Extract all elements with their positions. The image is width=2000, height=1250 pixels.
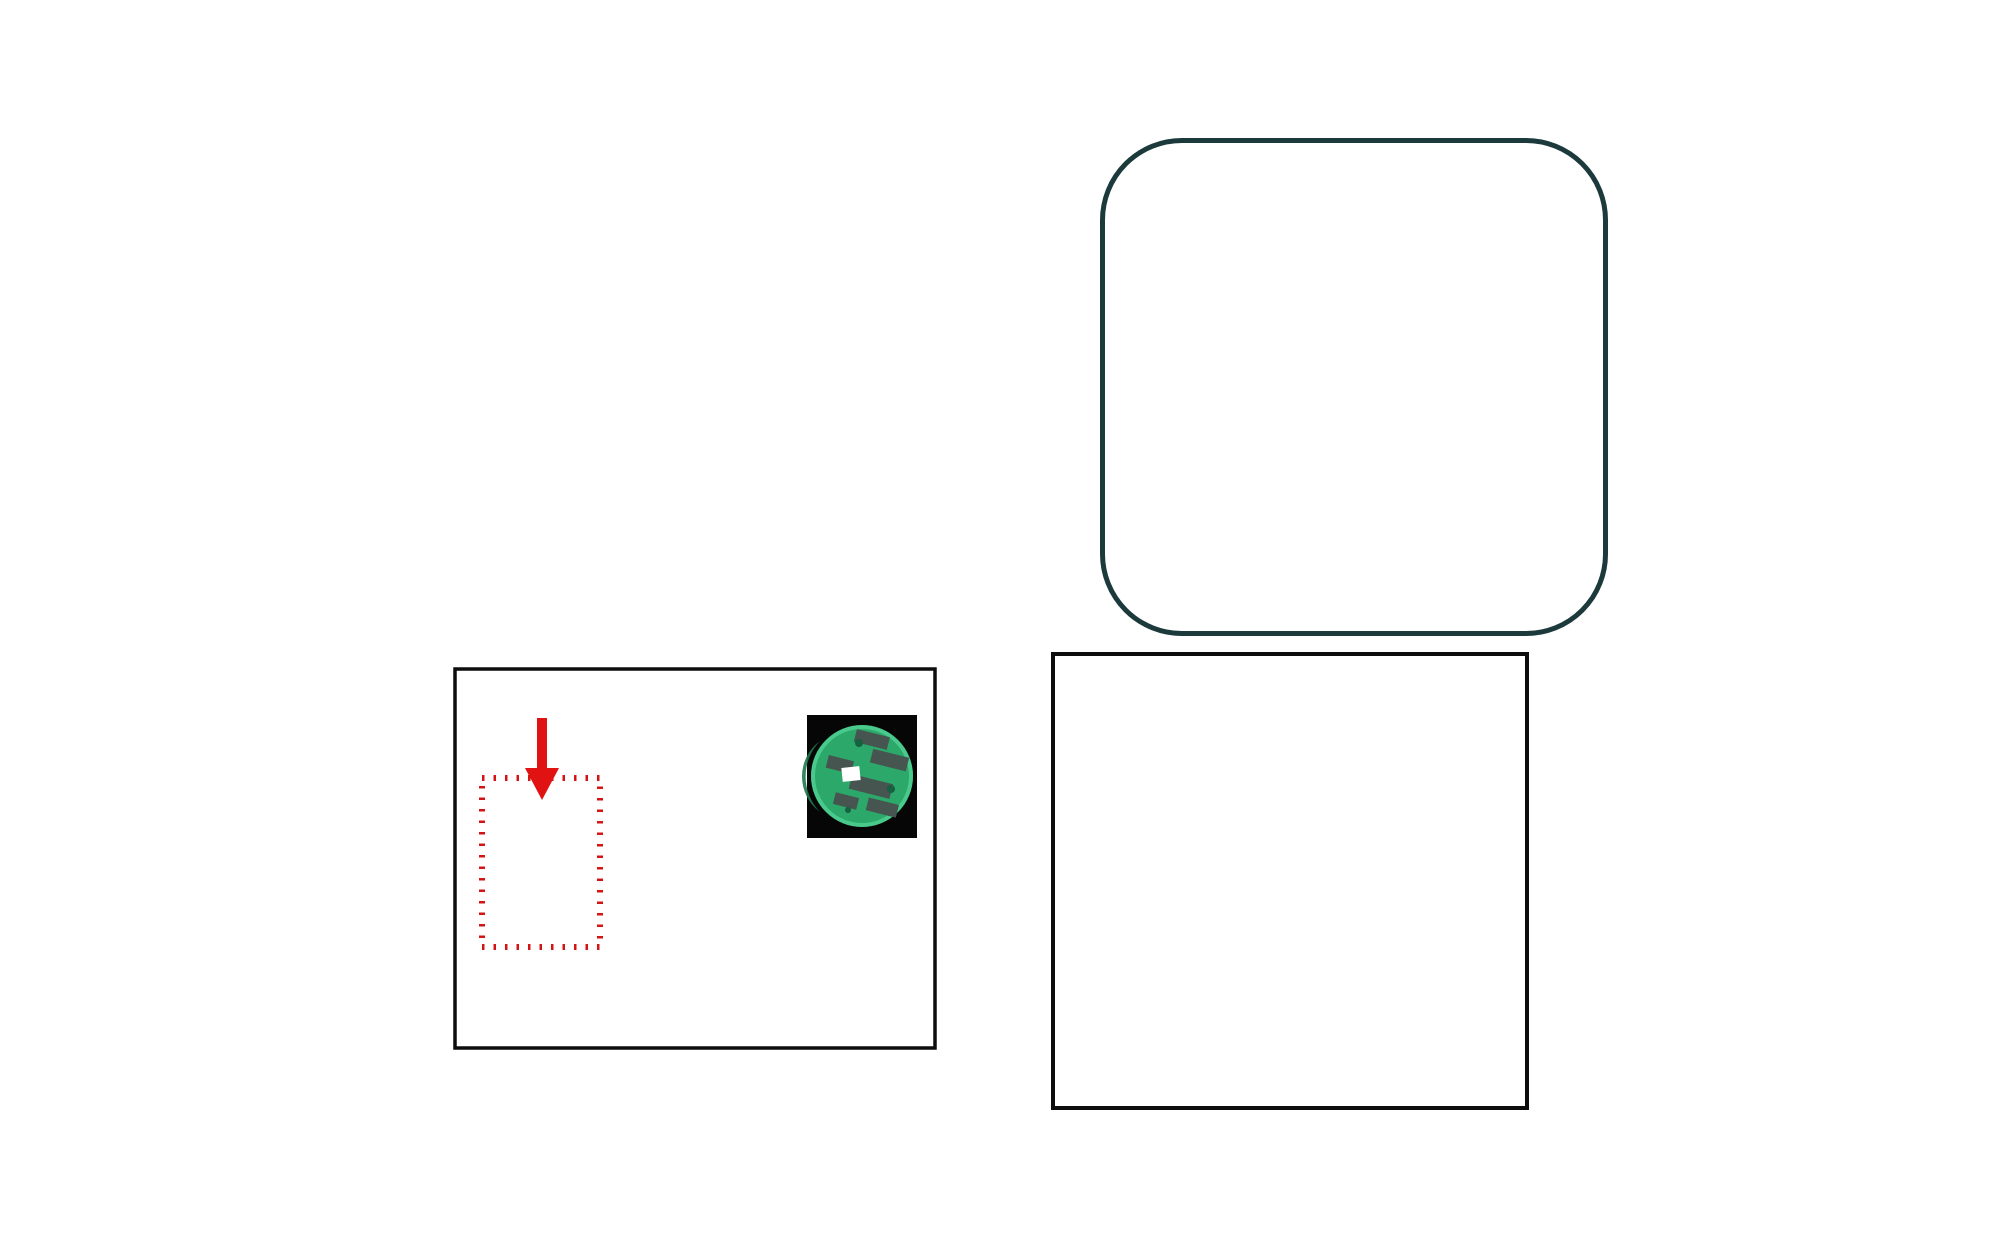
feature-item	[382, 536, 404, 585]
el-plot-frame	[453, 667, 937, 1050]
eqe-plot-frame	[1051, 652, 1529, 1110]
eqe-timeline-chart	[1051, 652, 1529, 1110]
ligand-molecule-diagram	[1105, 143, 1601, 629]
charge-leakage-box	[479, 775, 603, 950]
quantum-rod-illustration	[260, 100, 1110, 460]
device-photo-inset	[801, 715, 917, 838]
feature-item	[382, 438, 404, 487]
feature-item	[382, 487, 404, 536]
feature-item	[382, 585, 404, 634]
feature-list	[382, 438, 404, 634]
leakage-arrow-icon	[525, 718, 559, 800]
el-spectrum-chart	[453, 667, 937, 1050]
ligand-inset-box	[1100, 138, 1608, 636]
